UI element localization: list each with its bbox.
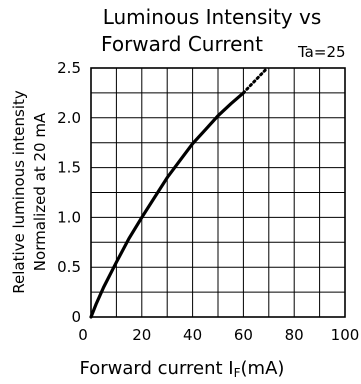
- series-line-dotted: [241, 67, 268, 95]
- x-tick-label: 20: [132, 326, 151, 344]
- x-axis-label-subscript: F: [234, 366, 241, 380]
- y-tick-label: 1.0: [57, 208, 81, 226]
- plot-frame: [90, 67, 346, 318]
- x-tick-label: 60: [234, 326, 253, 344]
- y-tick-label: 2.5: [57, 59, 81, 77]
- grid: [91, 68, 345, 317]
- y-tick-labels: 0 0.5 1.0 1.5 2.0 2.5: [57, 59, 81, 326]
- chart-title-line-1: Luminous Intensity vs: [103, 5, 322, 29]
- x-tick-labels: 0 20 40 60 80 100: [78, 326, 359, 344]
- x-tick-label: 100: [331, 326, 360, 344]
- series-layer: [89, 67, 268, 319]
- x-axis-label-main: Forward current I: [80, 358, 234, 379]
- x-axis-label-unit: (mA): [241, 358, 285, 379]
- y-axis-label-line-2: Normalized at 20 mA: [31, 112, 49, 271]
- x-axis-label: Forward current IF(mA): [80, 358, 285, 380]
- y-tick-label: 0.5: [57, 258, 81, 276]
- y-axis-label-line-1: Relative luminous intensity: [10, 90, 28, 294]
- y-tick-label: 0: [71, 308, 81, 326]
- plot-area: [89, 67, 346, 319]
- y-tick-label: 2.0: [57, 109, 81, 127]
- x-tick-label: 80: [285, 326, 304, 344]
- x-tick-label: 0: [78, 326, 88, 344]
- condition-label: Ta=25: [297, 43, 346, 61]
- chart-title-line-2: Forward Current: [101, 32, 263, 56]
- series-line-solid: [89, 91, 245, 319]
- y-tick-label: 1.5: [57, 159, 81, 177]
- x-tick-label: 40: [183, 326, 202, 344]
